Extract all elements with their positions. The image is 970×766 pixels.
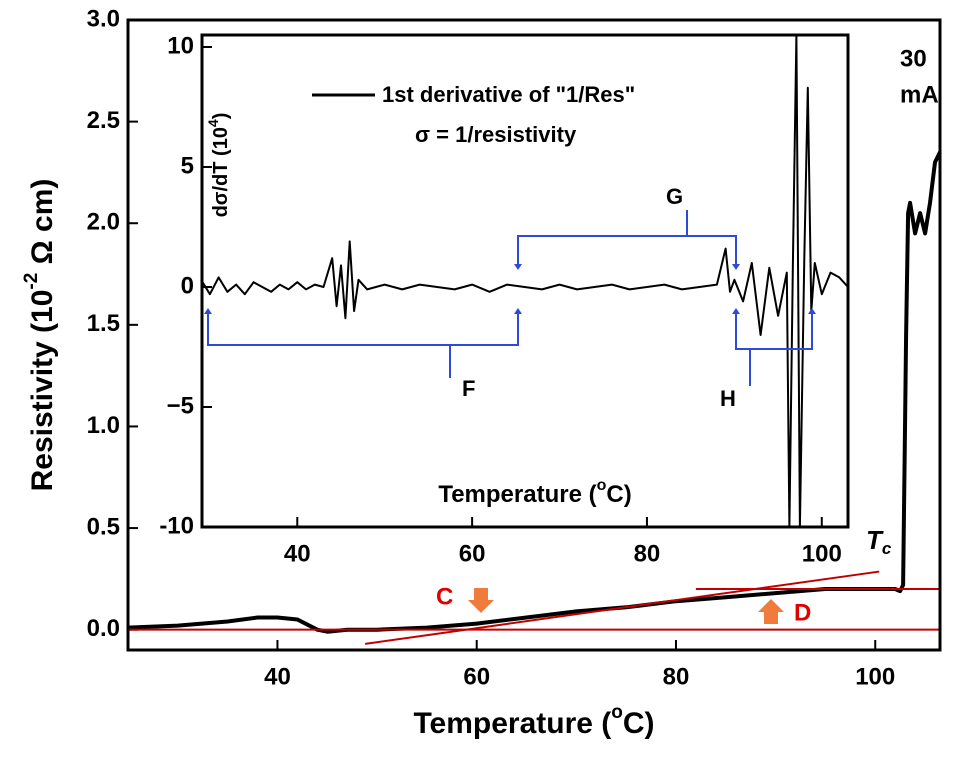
y-tick-label: 2.0 xyxy=(87,209,120,236)
x-label-part: o xyxy=(597,477,607,494)
inset-y-axis-label: dσ/dT (104) xyxy=(205,113,233,218)
y-label-part: Resistivity (10 xyxy=(26,290,59,492)
y-tick-label: 5 xyxy=(181,152,194,179)
annotation-c: C xyxy=(436,583,453,610)
annotation: mA xyxy=(900,81,939,108)
tc-sub: c xyxy=(882,539,892,558)
bracket-g xyxy=(517,210,737,266)
x-tick-label: 60 xyxy=(459,540,486,567)
x-label-part: C) xyxy=(606,481,631,508)
y-tick-label: 0.0 xyxy=(87,615,120,642)
plot-frame xyxy=(200,33,850,529)
annotation-f: F xyxy=(462,376,475,401)
x-tick-label: 60 xyxy=(463,663,490,690)
y-label-part: ) xyxy=(210,113,232,120)
annotation-h: H xyxy=(720,386,736,411)
bracket-f xyxy=(207,312,519,378)
y-label-part: dσ/dT (10 xyxy=(210,127,232,217)
y-label-part: Ω cm) xyxy=(26,179,59,273)
annotation-g: G xyxy=(666,184,683,209)
y-tick-label: 0.5 xyxy=(87,513,120,540)
data-line xyxy=(127,151,942,634)
y-axis-label: Resistivity (10-2 Ω cm) xyxy=(21,179,59,492)
x-tick-label: 40 xyxy=(264,663,291,690)
plot-frame xyxy=(126,18,942,652)
y-tick-label: −5 xyxy=(167,392,194,419)
arrow-c xyxy=(468,588,494,613)
y-tick-label: 0 xyxy=(181,272,194,299)
y-label-part: 4 xyxy=(205,119,221,127)
annotation-tc: Tc xyxy=(866,525,892,559)
x-tick-label: 100 xyxy=(802,540,842,567)
bracket-arrowhead xyxy=(732,308,740,314)
y-label-sup: -2 xyxy=(21,273,42,290)
x-tick-label: 80 xyxy=(663,663,690,690)
x-tick-label: 40 xyxy=(284,540,311,567)
annotation: 30 xyxy=(900,45,927,72)
x-label-part: Temperature ( xyxy=(438,481,596,508)
legend-label: 1st derivative of "1/Res" xyxy=(382,82,635,107)
y-tick-label: 3.0 xyxy=(87,5,120,32)
inset-x-axis-label: Temperature (oC) xyxy=(438,477,631,508)
bracket-arrowhead xyxy=(204,308,212,314)
bracket-arrowhead xyxy=(732,264,740,270)
annotation-d: D xyxy=(794,599,811,626)
y-tick-label: 1.0 xyxy=(87,412,120,439)
x-label-sup: o xyxy=(611,702,623,723)
x-label-part: Temperature ( xyxy=(413,707,611,740)
bracket-arrowhead xyxy=(514,264,522,270)
x-tick-label: 80 xyxy=(634,540,661,567)
y-tick-label: 2.5 xyxy=(87,107,120,134)
x-axis-label: Temperature (oC) xyxy=(413,702,654,740)
x-label-part: C) xyxy=(623,707,655,740)
y-tick-label: 10 xyxy=(167,32,194,59)
inset-note: σ = 1/resistivity xyxy=(415,122,577,147)
tc-part: T xyxy=(866,525,884,555)
x-tick-label: 100 xyxy=(855,663,895,690)
fit-line xyxy=(364,570,880,645)
inset-plot: 40 60 80 100 -10 −5 0 5 10 1st derivative of "1/R… xyxy=(159,32,850,567)
data-line xyxy=(200,34,849,528)
y-tick-label: 1.5 xyxy=(87,310,120,337)
bracket-arrowhead xyxy=(514,308,522,314)
arrow-d xyxy=(758,599,784,624)
y-tick-label: -10 xyxy=(159,512,194,539)
bracket-arrowhead xyxy=(808,308,816,314)
bracket-h xyxy=(735,312,813,386)
